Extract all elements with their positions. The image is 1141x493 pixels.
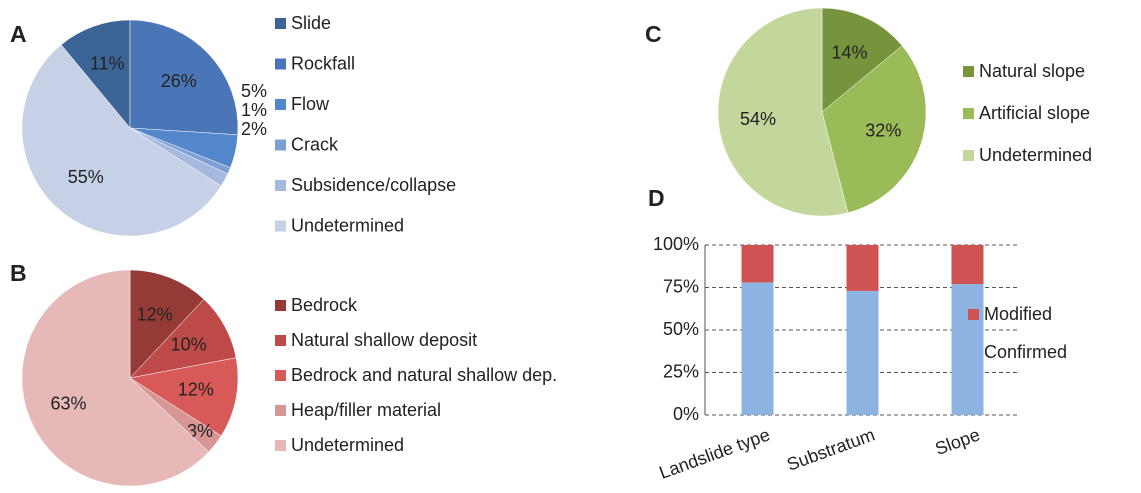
x-tick-label: Substratum [784, 424, 877, 474]
data-label: 63% [51, 393, 87, 413]
legend-swatch [963, 150, 974, 161]
legend-label: Heap/filler material [291, 400, 441, 420]
legend-label: Modified [984, 304, 1052, 324]
legend-swatch [275, 440, 286, 451]
legend-label: Natural slope [979, 61, 1085, 81]
data-label: 3% [187, 421, 213, 441]
legend-swatch [275, 58, 286, 70]
legend-swatch [275, 335, 286, 346]
legend-swatch [963, 66, 974, 77]
legend-label: Natural shallow deposit [291, 330, 477, 350]
panel-label: C [645, 21, 662, 47]
bar-segment [846, 245, 879, 291]
panel-label: B [10, 260, 27, 286]
legend-swatch [963, 108, 974, 119]
bar-segment [741, 282, 774, 415]
legend-label: Subsidence/collapse [291, 175, 456, 195]
data-label: 10% [171, 334, 207, 354]
legend-label: Bedrock and natural shallow dep. [291, 365, 557, 385]
legend-label: Confirmed [984, 342, 1067, 362]
data-label: 12% [137, 304, 173, 324]
pie-slice [129, 357, 239, 437]
data-label: 32% [865, 121, 901, 141]
bar-segment [951, 245, 984, 285]
bar-segment [741, 245, 774, 283]
legend-swatch [275, 220, 286, 232]
y-tick-label: 50% [663, 319, 699, 339]
legend-label: Undetermined [291, 215, 404, 235]
y-tick-label: 75% [663, 276, 699, 296]
legend-swatch [275, 139, 286, 151]
legend-swatch [968, 347, 979, 358]
pie-slice [717, 7, 849, 217]
legend-label: Artificial slope [979, 103, 1090, 123]
y-tick-label: 0% [673, 404, 699, 424]
pie-slice [129, 269, 205, 379]
legend-label: Crack [291, 134, 339, 154]
panel-label: A [10, 21, 27, 47]
legend-swatch [968, 309, 979, 320]
data-label: 54% [740, 109, 776, 129]
data-label: 2% [241, 119, 267, 139]
legend-label: Bedrock [291, 295, 358, 315]
legend-label: Undetermined [979, 145, 1092, 165]
legend-label: Rockfall [291, 53, 355, 73]
y-tick-label: 25% [663, 361, 699, 381]
legend-swatch [275, 99, 286, 110]
legend-swatch [275, 370, 286, 381]
pie-slice [821, 7, 903, 113]
pie-slice [129, 19, 239, 136]
data-label: 11% [90, 54, 125, 74]
legend-swatch [275, 405, 286, 416]
data-label: 55% [68, 167, 104, 187]
pie-slice [821, 45, 927, 214]
legend-label: Slide [291, 13, 331, 33]
legend-swatch [275, 180, 286, 191]
x-tick-label: Landslide type [657, 424, 773, 483]
data-label: 14% [831, 42, 867, 62]
data-label: 1% [241, 100, 267, 120]
panel-label: D [648, 185, 665, 211]
legend-label: Undetermined [291, 435, 404, 455]
data-label: 12% [178, 379, 214, 399]
y-tick-label: 100% [653, 234, 699, 254]
pie-slice [21, 269, 210, 487]
data-label: 5% [241, 81, 267, 101]
data-label: 26% [161, 71, 197, 91]
pie-slice [60, 19, 131, 129]
legend-swatch [275, 18, 286, 29]
pie-slice [21, 44, 222, 237]
x-tick-label: Slope [932, 424, 982, 459]
legend-label: Flow [291, 94, 330, 114]
bar-segment [846, 290, 879, 415]
legend-swatch [275, 300, 286, 311]
